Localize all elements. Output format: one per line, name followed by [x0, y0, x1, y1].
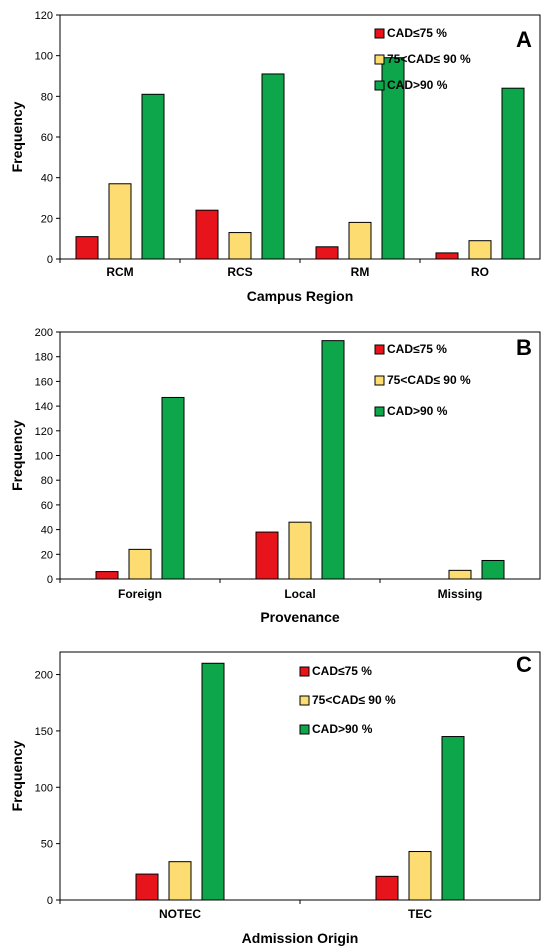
legend-label-high: CAD>90 %	[312, 722, 373, 736]
x-tick-label: Missing	[438, 587, 483, 601]
chart-panel-B: 0 20 40 60 80 100 120 140 160 180 200 Frequency Fore…	[9, 327, 541, 625]
y-tick-label: 50	[41, 839, 53, 851]
bar-local-mid	[288, 521, 312, 580]
y-tick-label: 80	[41, 91, 53, 103]
x-tick-label: Foreign	[118, 587, 162, 601]
x-tick-label: TEC	[408, 907, 432, 921]
y-tick-label: 200	[35, 327, 53, 339]
bar-missing-high	[481, 559, 505, 580]
bar-foreign-low	[95, 571, 119, 580]
legend-label-mid: 75<CAD≤ 90 %	[312, 693, 396, 707]
x-axis-label: Campus Region	[247, 288, 354, 304]
bar-rcm-mid	[108, 183, 132, 260]
legend-swatch-low	[299, 666, 310, 677]
bar-rcs-mid	[228, 232, 252, 260]
bar-notec-high	[201, 662, 225, 901]
legend: CAD≤75 % 75<CAD≤ 90 % CAD>90 %	[374, 342, 471, 418]
legend-label-low: CAD≤75 %	[387, 342, 447, 356]
y-axis-label: Frequency	[9, 420, 25, 491]
legend-swatch-high	[374, 406, 385, 417]
legend-swatch-mid	[374, 375, 385, 386]
bar-rm-low	[315, 246, 339, 260]
y-tick-label: 100	[35, 51, 53, 63]
bar-ro-low	[435, 252, 459, 260]
x-axis-label: Provenance	[260, 609, 340, 625]
y-tick-label: 60	[41, 132, 53, 144]
y-tick-label: 0	[47, 254, 53, 266]
x-tick-label: RM	[351, 265, 370, 279]
x-axis-label: Admission Origin	[242, 930, 359, 946]
y-tick-label: 40	[41, 525, 53, 537]
bar-tec-low	[375, 875, 399, 901]
y-tick-label: 100	[35, 451, 53, 463]
legend-swatch-low	[374, 344, 385, 355]
x-tick-label: RCS	[227, 265, 252, 279]
bar-local-low	[255, 531, 279, 580]
y-tick-label: 60	[41, 500, 53, 512]
plot-frame	[59, 651, 541, 901]
y-tick-label: 150	[35, 726, 53, 738]
chart-panel-C: 0 50 100 150 200 Frequency NOTEC TEC Admission O…	[9, 651, 541, 946]
legend-swatch-high	[374, 80, 385, 91]
y-axis-label: Frequency	[9, 101, 25, 172]
y-axis-label: Frequency	[9, 740, 25, 811]
legend: CAD≤75 % 75<CAD≤ 90 % CAD>90 %	[299, 664, 396, 736]
legend: CAD≤75 % 75<CAD≤ 90 % CAD>90 %	[374, 26, 471, 92]
y-tick-label: 120	[35, 426, 53, 438]
x-tick-label: RO	[471, 265, 489, 279]
y-tick-label: 100	[35, 782, 53, 794]
y-tick-label: 40	[41, 173, 53, 185]
bar-notec-low	[135, 873, 159, 901]
panel-label: C	[516, 652, 532, 677]
bar-rm-mid	[348, 221, 372, 260]
x-tick-label: Local	[284, 587, 315, 601]
bar-foreign-mid	[128, 548, 152, 580]
bar-ro-mid	[468, 240, 492, 260]
bar-rcm-low	[75, 236, 99, 260]
legend-label-low: CAD≤75 %	[387, 26, 447, 40]
legend-swatch-high	[299, 724, 310, 735]
y-tick-label: 0	[47, 895, 53, 907]
y-tick-label: 140	[35, 401, 53, 413]
y-tick-label: 80	[41, 475, 53, 487]
legend-swatch-low	[374, 28, 385, 39]
y-tick-label: 160	[35, 376, 53, 388]
panel-label: B	[516, 335, 532, 360]
bar-tec-mid	[408, 851, 432, 901]
bar-missing-mid	[448, 569, 472, 580]
y-tick-label: 180	[35, 352, 53, 364]
y-tick-label: 20	[41, 549, 53, 561]
legend-label-high: CAD>90 %	[387, 78, 448, 92]
legend-label-high: CAD>90 %	[387, 404, 448, 418]
bar-local-high	[321, 340, 345, 580]
bar-ro-high	[501, 87, 525, 260]
x-tick-label: RCM	[106, 265, 133, 279]
legend-label-mid: 75<CAD≤ 90 %	[387, 373, 471, 387]
y-tick-label: 20	[41, 213, 53, 225]
legend-label-mid: 75<CAD≤ 90 %	[387, 52, 471, 66]
y-tick-label: 200	[35, 670, 53, 682]
y-tick-label: 0	[47, 574, 53, 586]
bar-rcs-high	[261, 73, 285, 260]
panel-label: A	[516, 27, 532, 52]
bar-rcm-high	[141, 93, 165, 260]
bar-notec-mid	[168, 861, 192, 901]
bar-rm-high	[381, 57, 405, 260]
chart-panel-A: 0 20 40 60 80 100 120 Frequency RCM RCS RM RO Campus…	[9, 10, 541, 304]
legend-swatch-mid	[299, 695, 310, 706]
y-tick-label: 120	[35, 10, 53, 22]
bar-foreign-high	[161, 396, 185, 580]
legend-swatch-mid	[374, 54, 385, 65]
bar-tec-high	[441, 736, 465, 901]
bar-rcs-low	[195, 209, 219, 260]
legend-label-low: CAD≤75 %	[312, 664, 372, 678]
x-tick-label: NOTEC	[159, 907, 201, 921]
